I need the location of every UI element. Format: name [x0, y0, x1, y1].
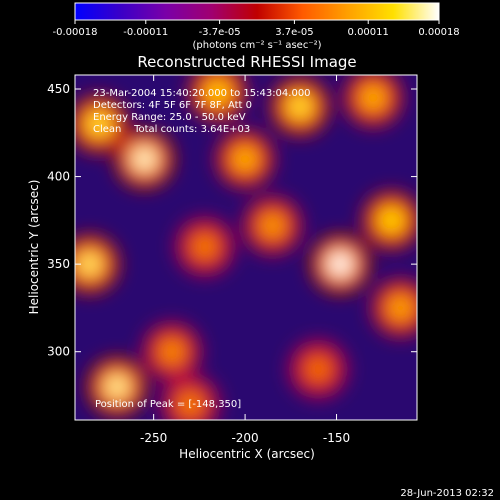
emission-blob [160, 340, 183, 363]
colorbar-tick-label: 0.00011 [348, 27, 389, 38]
colorbar-gradient [75, 3, 439, 20]
colorbar-frame [74, 2, 440, 21]
x-tick-label: -200 [231, 431, 258, 445]
y-axis-label: Heliocentric Y (arcsec) [27, 180, 41, 315]
emission-blob [380, 209, 403, 232]
emission-blob [87, 113, 110, 136]
emission-blob [329, 253, 352, 276]
y-tick-label: 450 [47, 82, 70, 96]
annotation-algorithm: Clean Total counts: 3.64E+03 [93, 124, 250, 135]
colorbar-ticks: -0.00018 -0.00011 -3.7e-05 3.7e-05 0.00011 0.… [53, 20, 460, 38]
y-tick-label: 400 [47, 170, 70, 184]
date-stamp: 28-Jun-2013 02:32 [400, 488, 494, 499]
colorbar-tick-label: 3.7e-05 [275, 27, 313, 38]
emission-layer [75, 75, 417, 420]
x-tick-label: -150 [323, 431, 350, 445]
annotations: 23-Mar-2004 15:40:20.000 to 15:43:04.000… [93, 88, 311, 410]
annotation-detectors: Detectors: 4F 5F 6F 7F 8F, Att 0 [93, 100, 252, 111]
y-axis-ticks: 300 350 400 450 [47, 82, 417, 359]
x-axis-ticks: -250 -200 -150 [140, 75, 350, 445]
emission-blob [234, 148, 257, 171]
emission-blob [362, 86, 385, 109]
emission-blob [261, 214, 284, 237]
x-tick-label: -250 [140, 431, 167, 445]
chart-title: Reconstructed RHESSI Image [137, 53, 356, 71]
emission-blob [307, 358, 330, 381]
emission-blob [206, 81, 229, 104]
annotation-peak-position: Position of Peak = [-148,350] [95, 399, 241, 410]
emission-blob [288, 95, 311, 118]
annotation-energy-range: Energy Range: 25.0 - 50.0 keV [93, 112, 246, 123]
emission-blob [179, 393, 202, 416]
y-tick-label: 350 [47, 257, 70, 271]
colorbar-tick-label: -0.00011 [123, 27, 168, 38]
colorbar-tick-label: -0.00018 [53, 27, 98, 38]
emission-blob [106, 375, 129, 398]
image-area [75, 75, 417, 420]
emission-blob [389, 296, 412, 319]
emission-blob [193, 235, 216, 258]
emission-blob [78, 253, 101, 276]
colorbar-tick-label: 0.00018 [418, 27, 459, 38]
colorbar-units-label: (photons cm⁻² s⁻¹ asec⁻²) [192, 40, 321, 51]
annotation-time-range: 23-Mar-2004 15:40:20.000 to 15:43:04.000 [93, 88, 311, 99]
x-axis-label: Heliocentric X (arcsec) [179, 447, 315, 461]
colorbar: -0.00018 -0.00011 -3.7e-05 3.7e-05 0.00011 0.… [53, 2, 460, 51]
colorbar-tick-label: -3.7e-05 [199, 27, 241, 38]
y-tick-label: 300 [47, 345, 70, 359]
plot-frame [74, 74, 418, 421]
emission-blob [133, 148, 156, 171]
